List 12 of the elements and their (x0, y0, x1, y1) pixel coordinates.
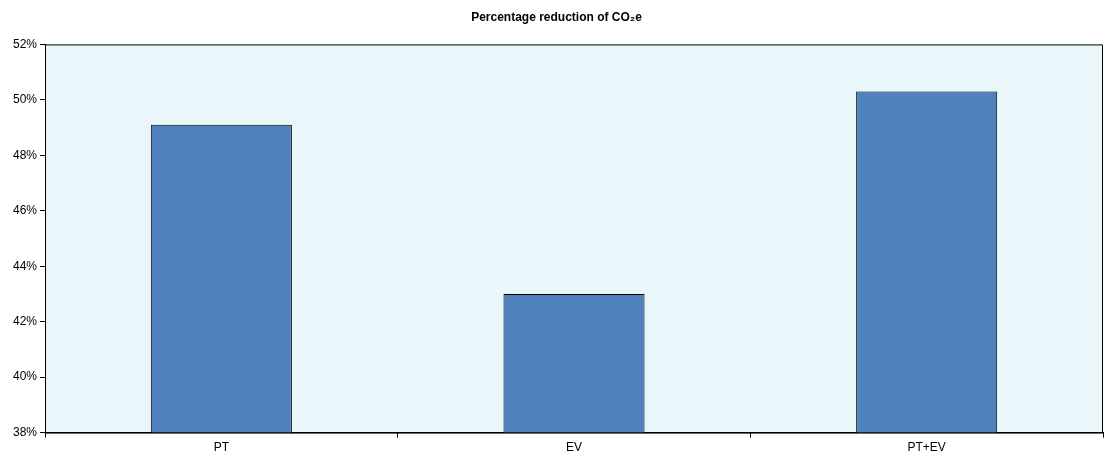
y-tick-label: 44% (12, 258, 38, 273)
y-tick-label: 50% (12, 92, 38, 107)
y-tick-label: 42% (12, 314, 38, 328)
x-tick-label: PT (213, 440, 230, 455)
y-tick-label: 46% (12, 203, 38, 218)
x-tick-label: PT+EV (907, 440, 946, 455)
y-tick-label: 38% (12, 424, 38, 439)
chart-title: Percentage reduction of CO₂e (471, 9, 643, 24)
y-tick-label: 48% (12, 147, 38, 162)
y-tick-label: 40% (12, 369, 38, 384)
y-tick-label: 52% (12, 36, 38, 51)
x-tick-label: EV (566, 440, 583, 455)
